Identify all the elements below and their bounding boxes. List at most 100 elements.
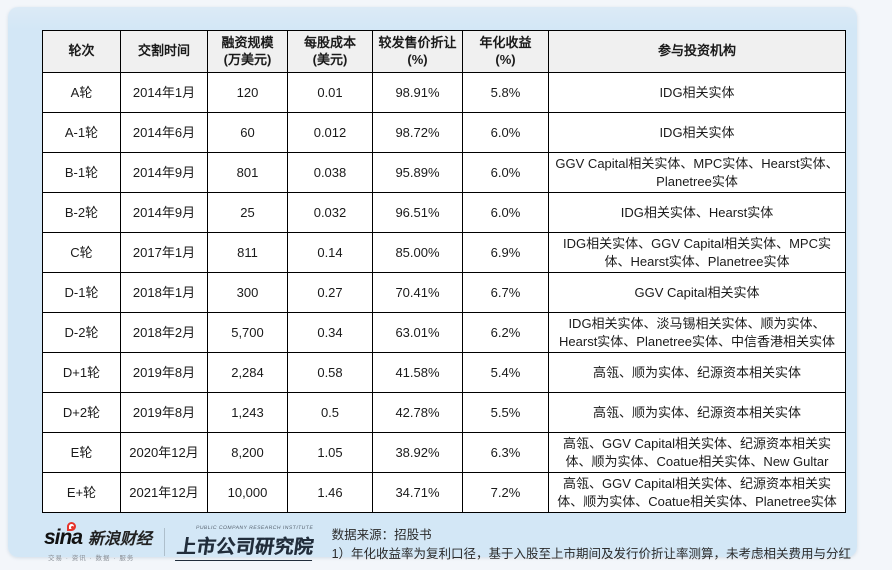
cell-amount: 300: [207, 272, 288, 313]
col-header-amount: 融资规模 (万美元): [207, 30, 288, 73]
cell-investors: IDG相关实体、GGV Capital相关实体、MPC实体、Hearst实体、P…: [548, 232, 846, 273]
financing-rounds-table: 轮次 交割时间 融资规模 (万美元) 每股成本 (美元) 较发售价折让 (%) 年化收…: [42, 30, 846, 513]
cell-amount: 5,700: [207, 312, 288, 353]
cell-investors: 高瓴、GGV Capital相关实体、纪源资本相关实体、顺为实体、Coatue相…: [548, 432, 846, 473]
cell-amount: 60: [207, 112, 288, 153]
sina-wordmark: sina: [44, 522, 83, 550]
cell-discount: 96.51%: [372, 192, 463, 233]
cell-investors: IDG相关实体: [548, 72, 846, 113]
cell-round: B-1轮: [42, 152, 121, 193]
table-row: A-1轮 2014年6月 60 0.012 98.72% 6.0% IDG相关实…: [42, 112, 846, 153]
cell-discount: 42.78%: [372, 392, 463, 433]
col-header-investors: 参与投资机构: [548, 30, 846, 73]
col-header-date: 交割时间: [120, 30, 208, 73]
table-row: D+1轮 2019年8月 2,284 0.58 41.58% 5.4% 高瓴、顺…: [42, 352, 846, 393]
table-row: D-2轮 2018年2月 5,700 0.34 63.01% 6.2% IDG相…: [42, 312, 846, 353]
cell-yield: 6.2%: [462, 312, 549, 353]
cell-discount: 95.89%: [372, 152, 463, 193]
cell-discount: 85.00%: [372, 232, 463, 273]
institute-name: 上市公司研究院: [175, 531, 316, 561]
cell-investors: GGV Capital相关实体: [548, 272, 846, 313]
cell-date: 2019年8月: [120, 352, 208, 393]
table-row: A轮 2014年1月 120 0.01 98.91% 5.8% IDG相关实体: [42, 72, 846, 113]
cell-amount: 2,284: [207, 352, 288, 393]
cell-cost: 0.01: [287, 72, 373, 113]
cell-discount: 63.01%: [372, 312, 463, 353]
cell-date: 2017年1月: [120, 232, 208, 273]
cell-round: E轮: [42, 432, 121, 473]
cell-round: D+1轮: [42, 352, 121, 393]
cell-yield: 6.0%: [462, 192, 549, 233]
cell-date: 2014年6月: [120, 112, 208, 153]
cell-round: A轮: [42, 72, 121, 113]
col-header-yield: 年化收益 (%): [462, 30, 549, 73]
cell-discount: 38.92%: [372, 432, 463, 473]
cell-investors: IDG相关实体: [548, 112, 846, 153]
cell-amount: 8,200: [207, 432, 288, 473]
col-header-discount: 较发售价折让 (%): [372, 30, 463, 73]
cell-date: 2014年1月: [120, 72, 208, 113]
col-header-cost: 每股成本 (美元): [287, 30, 373, 73]
cell-discount: 70.41%: [372, 272, 463, 313]
cell-yield: 6.0%: [462, 152, 549, 193]
institute-subtitle: PUBLIC COMPANY RESEARCH INSTITUTE: [195, 524, 314, 531]
table-row: D-1轮 2018年1月 300 0.27 70.41% 6.7% GGV Ca…: [42, 272, 846, 313]
cell-amount: 25: [207, 192, 288, 233]
cell-date: 2018年1月: [120, 272, 208, 313]
cell-cost: 0.27: [287, 272, 373, 313]
header-row: 轮次 交割时间 融资规模 (万美元) 每股成本 (美元) 较发售价折让 (%) 年化收…: [42, 30, 846, 73]
table-row: E轮 2020年12月 8,200 1.05 38.92% 6.3% 高瓴、GG…: [42, 432, 846, 473]
cell-cost: 0.012: [287, 112, 373, 153]
cell-cost: 0.5: [287, 392, 373, 433]
table-card: 轮次 交割时间 融资规模 (万美元) 每股成本 (美元) 较发售价折让 (%) 年化收…: [8, 7, 857, 562]
cell-investors: 高瓴、GGV Capital相关实体、纪源资本相关实体、顺为实体、Coatue相…: [548, 472, 846, 513]
cell-cost: 1.05: [287, 432, 373, 473]
cell-round: A-1轮: [42, 112, 121, 153]
cell-round: D-1轮: [42, 272, 121, 313]
cell-cost: 0.58: [287, 352, 373, 393]
cell-investors: 高瓴、顺为实体、纪源资本相关实体: [548, 352, 846, 393]
cell-round: B-2轮: [42, 192, 121, 233]
footnote: 1）年化收益率为复利口径，基于入股至上市期间及发行价折让率测算，未考虑相关费用与…: [331, 546, 852, 561]
sina-tagline: 交易 · 资讯 · 数据 · 服务: [48, 555, 135, 562]
cell-amount: 1,243: [207, 392, 288, 433]
cell-investors: IDG相关实体、Hearst实体: [548, 192, 846, 233]
col-header-round: 轮次: [42, 30, 121, 73]
cell-investors: 高瓴、顺为实体、纪源资本相关实体: [548, 392, 846, 433]
cell-yield: 6.9%: [462, 232, 549, 273]
cell-amount: 120: [207, 72, 288, 113]
cell-date: 2018年2月: [120, 312, 208, 353]
cell-amount: 811: [207, 232, 288, 273]
cell-round: D-2轮: [42, 312, 121, 353]
footer-notes: 数据来源：招股书 1）年化收益率为复利口径，基于入股至上市期间及发行价折让率测算…: [332, 525, 851, 564]
cell-investors: GGV Capital相关实体、MPC实体、Hearst实体、Planetree…: [548, 152, 846, 193]
cell-cost: 0.038: [287, 152, 373, 193]
cell-discount: 41.58%: [372, 352, 463, 393]
table-row: B-1轮 2014年9月 801 0.038 95.89% 6.0% GGV C…: [42, 152, 846, 193]
cell-discount: 98.72%: [372, 112, 463, 153]
cell-round: E+轮: [42, 472, 121, 513]
sina-finance-name: 新浪财经: [88, 531, 153, 548]
cell-yield: 6.0%: [462, 112, 549, 153]
table-row: B-2轮 2014年9月 25 0.032 96.51% 6.0% IDG相关实…: [42, 192, 846, 233]
cell-investors: IDG相关实体、淡马锡相关实体、顺为实体、Hearst实体、Planetree实…: [548, 312, 846, 353]
cell-yield: 5.4%: [462, 352, 549, 393]
cell-date: 2014年9月: [120, 152, 208, 193]
cell-round: D+2轮: [42, 392, 121, 433]
cell-amount: 801: [207, 152, 288, 193]
logo-divider: [164, 527, 166, 556]
cell-amount: 10,000: [207, 472, 288, 513]
cell-cost: 1.46: [287, 472, 373, 513]
cell-date: 2021年12月: [120, 472, 208, 513]
cell-round: C轮: [42, 232, 121, 273]
table-row: E+轮 2021年12月 10,000 1.46 34.71% 7.2% 高瓴、…: [42, 472, 846, 513]
table-row: D+2轮 2019年8月 1,243 0.5 42.78% 5.5% 高瓴、顺为…: [42, 392, 846, 433]
footer: sina 新浪财经 交易 · 资讯 · 数据 · 服务 PUBLIC COMPA…: [44, 522, 857, 564]
cell-yield: 6.7%: [462, 272, 549, 313]
cell-discount: 34.71%: [372, 472, 463, 513]
cell-cost: 0.032: [287, 192, 373, 233]
cell-cost: 0.14: [287, 232, 373, 273]
data-source: 数据来源：招股书: [331, 528, 432, 542]
cell-yield: 5.8%: [462, 72, 549, 113]
